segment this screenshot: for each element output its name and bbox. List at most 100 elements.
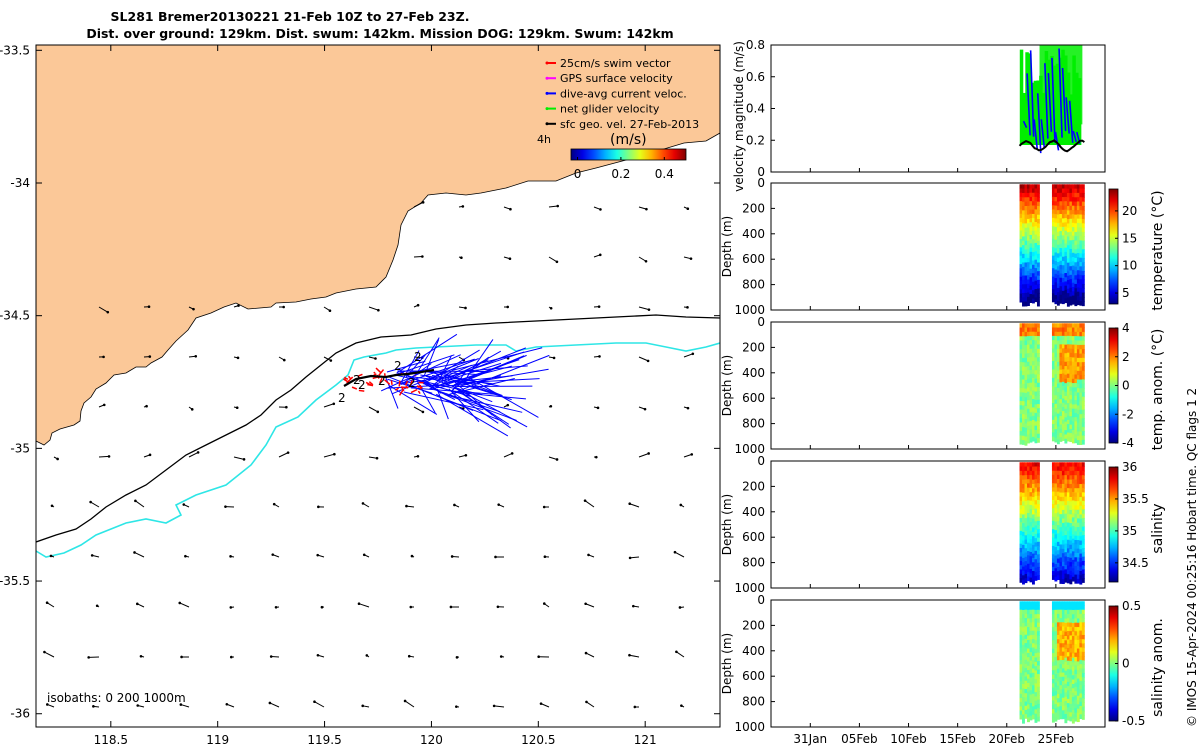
x-tick-label: 05Feb [841, 732, 878, 746]
section-cell [1066, 424, 1070, 429]
section-cell [1036, 201, 1040, 207]
section-cell [1024, 496, 1028, 502]
section-cell [1056, 253, 1060, 259]
depth-tick-label: 800 [742, 278, 765, 292]
section-cell [1036, 487, 1040, 493]
geo-vel-arrow-head [365, 654, 369, 657]
section-cell [1054, 609, 1058, 615]
section-cell [1081, 578, 1085, 583]
section-cell [1019, 630, 1023, 636]
section-cell [1079, 353, 1083, 359]
section-cell [1027, 563, 1030, 569]
section-cell [1034, 357, 1038, 363]
section-cell [1079, 270, 1083, 276]
section-cell [1051, 631, 1055, 637]
section-cell [1056, 210, 1060, 215]
section-cell [1034, 374, 1038, 380]
section-cell [1059, 680, 1063, 686]
section-cell [1056, 508, 1060, 514]
section-cell [1051, 614, 1055, 620]
section-cell [1074, 257, 1078, 263]
section-cell [1019, 383, 1023, 389]
dive-avg-vector [433, 388, 501, 413]
section-cell [1029, 605, 1033, 611]
section-cell [1059, 348, 1063, 354]
geo-vel-arrow-head [539, 702, 543, 705]
section-cell [1079, 475, 1083, 481]
section-cell [1019, 276, 1023, 282]
section-cell [1024, 601, 1028, 606]
section-cell [1056, 270, 1060, 276]
section-cell [1074, 496, 1078, 502]
section-cell [1034, 400, 1038, 405]
section-cell [1034, 192, 1038, 198]
section-cell [1029, 213, 1033, 219]
section-cell [1066, 390, 1070, 396]
section-cell [1069, 428, 1073, 434]
section-cell [1071, 601, 1075, 607]
section-cell [1034, 661, 1038, 667]
section-cell [1034, 234, 1038, 240]
section-cell [1051, 713, 1055, 719]
day-marker: 2 [408, 376, 416, 390]
geo-vel-arrow-head [506, 403, 510, 407]
section-cell [1071, 295, 1075, 301]
section-cell [1027, 601, 1030, 607]
section-cell [1022, 492, 1025, 498]
section-cell [1051, 213, 1055, 219]
section-cell [1066, 240, 1070, 246]
section-cell [1024, 518, 1028, 523]
section-cell [1081, 518, 1085, 523]
section-cell [1022, 501, 1025, 507]
section-cell [1032, 273, 1035, 278]
section-cell [1034, 674, 1038, 680]
geo-vel-arrow [584, 500, 595, 508]
section-cell [1027, 270, 1030, 276]
section-cell [1034, 251, 1038, 257]
section-cell [1034, 538, 1038, 543]
section-cell [1051, 390, 1055, 396]
section-cell [1019, 331, 1023, 337]
section-cell [1056, 214, 1060, 220]
section-cell [1051, 537, 1055, 543]
section-cell [1079, 705, 1083, 711]
section-cell [1066, 403, 1070, 408]
section-cell [1059, 553, 1063, 558]
velocity-y-tick-label: 0.6 [746, 70, 765, 84]
section-cell [1069, 601, 1073, 607]
geo-vel-arrow-head [43, 650, 46, 654]
section-cell [1029, 715, 1033, 721]
section-cell [1027, 682, 1030, 688]
section-cell [1054, 631, 1058, 637]
section-cell [1071, 383, 1075, 388]
section-cell [1069, 492, 1073, 498]
section-cell [1074, 197, 1078, 203]
section-cell [1056, 266, 1060, 272]
section-cell [1054, 382, 1058, 388]
section-cell [1056, 710, 1060, 716]
section-cell [1064, 475, 1068, 480]
section-cell [1064, 336, 1068, 341]
geo-vel-arrow-head [316, 553, 320, 557]
section-cell [1054, 716, 1058, 722]
section-cell [1027, 479, 1030, 484]
section-cell [1076, 648, 1080, 654]
section-cell [1056, 470, 1060, 476]
section-cell [1027, 622, 1030, 628]
section-cell [1034, 525, 1038, 531]
section-cell [1032, 365, 1035, 371]
section-cell [1024, 479, 1028, 485]
lon-tick-label: 121 [634, 733, 657, 747]
section-cell [1066, 197, 1070, 203]
section-cell [1051, 382, 1055, 387]
section-cell [1022, 401, 1025, 406]
geo-vel-arrow-head [282, 305, 285, 309]
section-cell [1054, 555, 1058, 561]
section-cell [1061, 630, 1065, 636]
section-cell [1022, 440, 1025, 445]
section-cell [1074, 365, 1078, 371]
section-cell [1022, 527, 1025, 533]
section-cell [1032, 492, 1035, 498]
section-cell [1019, 344, 1023, 350]
section-cell [1079, 518, 1083, 524]
